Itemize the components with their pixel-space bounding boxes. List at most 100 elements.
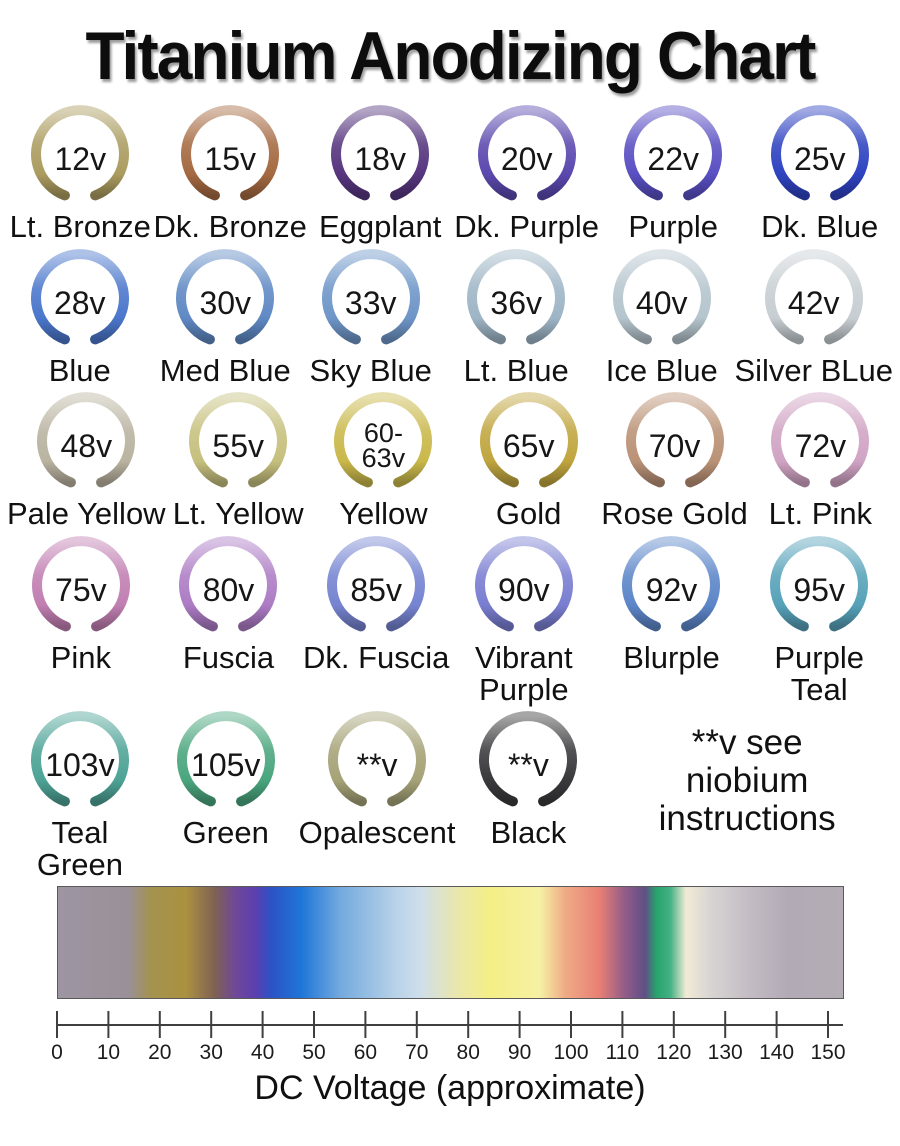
color-name-label: Blue bbox=[49, 355, 111, 387]
ring-cell: 36v Lt. Blue bbox=[443, 246, 589, 387]
color-name-label: Silver BLue bbox=[734, 355, 893, 387]
color-name-label: Med Blue bbox=[160, 355, 291, 387]
spectrum-bar bbox=[57, 886, 844, 1000]
ring-cell: **v Opalescent bbox=[298, 708, 456, 880]
ring-row: 48v Pale Yellow 55v Lt. Yellow 60- 63v Yellow 6… bbox=[7, 389, 893, 530]
ring-cell: **v Black bbox=[455, 708, 601, 880]
anodizing-chart-page: Titanium Anodizing Chart 12v Lt. Bronze 15… bbox=[0, 18, 900, 1146]
color-name-line: Teal bbox=[51, 815, 109, 851]
color-name-line: Dk. Bronze bbox=[153, 209, 307, 245]
voltage-line: 25v bbox=[793, 140, 846, 177]
ring-wrap: 55v bbox=[179, 389, 297, 497]
voltage-label: 42v bbox=[755, 252, 873, 354]
ring-icon bbox=[622, 536, 721, 632]
ring-wrap: 60- 63v bbox=[324, 389, 442, 497]
ring-wrap: 30v bbox=[166, 246, 284, 354]
voltage-label: 92v bbox=[612, 539, 730, 641]
niobium-note-line: **v see bbox=[691, 723, 803, 763]
ring-icon bbox=[625, 392, 724, 488]
ring-icon bbox=[331, 105, 430, 201]
axis-tick-label: 40 bbox=[251, 1041, 274, 1063]
ring-cell: 40v Ice Blue bbox=[589, 246, 734, 387]
color-name-label: Black bbox=[491, 817, 567, 849]
color-name-label: Rose Gold bbox=[601, 498, 747, 530]
ring-icon bbox=[771, 392, 870, 488]
ring-wrap: 36v bbox=[457, 246, 575, 354]
color-name-line: Med Blue bbox=[159, 352, 291, 388]
ring-wrap: 92v bbox=[612, 533, 730, 641]
axis-tick-label: 60 bbox=[354, 1041, 377, 1063]
color-name-line: Lt. Bronze bbox=[9, 209, 151, 245]
voltage-line: 15v bbox=[204, 140, 256, 177]
voltage-line: 30v bbox=[199, 284, 252, 321]
color-name-line: Teal bbox=[790, 671, 848, 707]
niobium-note: **v see niobium instructions bbox=[601, 724, 893, 837]
voltage-label: 85v bbox=[317, 539, 435, 641]
ring-wrap: 18v bbox=[321, 102, 439, 210]
ring-wrap: 95v bbox=[760, 533, 878, 641]
ring-cell: 12v Lt. Bronze bbox=[7, 102, 154, 243]
ring-wrap: 15v bbox=[171, 102, 289, 210]
voltage-label: 90v bbox=[465, 539, 583, 641]
ring-cell: 103v Teal Green bbox=[7, 708, 153, 880]
ring-icon bbox=[479, 392, 578, 488]
voltage-label: 70v bbox=[616, 395, 734, 497]
ring-wrap: 22v bbox=[614, 102, 732, 210]
voltage-line: 75v bbox=[55, 571, 107, 608]
color-name-line: Sky Blue bbox=[309, 352, 432, 388]
voltage-line: 105v bbox=[191, 747, 261, 783]
voltage-line: 70v bbox=[648, 428, 701, 465]
voltage-label: 95v bbox=[760, 539, 878, 641]
voltage-axis-title: DC Voltage (approximate) bbox=[254, 1069, 646, 1108]
voltage-label: 75v bbox=[22, 539, 140, 641]
voltage-line: 103v bbox=[45, 747, 115, 783]
ring-wrap: 28v bbox=[21, 246, 139, 354]
ring-wrap: 103v bbox=[21, 708, 139, 816]
niobium-note-line: niobium bbox=[685, 761, 809, 800]
color-name-line: Purple bbox=[479, 671, 569, 707]
color-name-line: Lt. Blue bbox=[463, 352, 569, 388]
ring-wrap: 40v bbox=[603, 246, 721, 354]
voltage-label: 20v bbox=[468, 108, 586, 210]
ring-wrap: 65v bbox=[470, 389, 588, 497]
voltage-line: 36v bbox=[490, 284, 543, 321]
ring-wrap: 33v bbox=[312, 246, 430, 354]
ring-icon bbox=[176, 711, 275, 807]
ring-cell: 30v Med Blue bbox=[152, 246, 298, 387]
voltage-line: 92v bbox=[645, 571, 698, 608]
axis-tick-label: 10 bbox=[97, 1041, 120, 1063]
color-name-label: Dk. Bronze bbox=[154, 211, 307, 243]
ring-wrap: **v bbox=[469, 708, 587, 816]
ring-icon bbox=[334, 392, 433, 488]
color-name-label: Fuscia bbox=[183, 642, 274, 674]
ring-icon bbox=[328, 711, 427, 807]
voltage-line: 12v bbox=[54, 140, 107, 177]
ring-icon bbox=[37, 392, 136, 488]
color-name-line: Rose Gold bbox=[601, 496, 748, 532]
voltage-label: 25v bbox=[761, 108, 879, 210]
axis-tick-label: 120 bbox=[656, 1041, 691, 1063]
voltage-label: 60- 63v bbox=[324, 395, 442, 497]
voltage-axis: 0 10 20 30 40 50 60 70 80 90 100 110 120 130 140 150 bbox=[51, 1011, 846, 1063]
niobium-note-line: instructions bbox=[658, 798, 836, 838]
ring-cell: 60- 63v Yellow bbox=[311, 389, 456, 530]
ring-cell: 65v Gold bbox=[456, 389, 601, 530]
color-name-label: Gold bbox=[496, 498, 561, 530]
ring-icon bbox=[31, 536, 130, 632]
ring-wrap: 48v bbox=[27, 389, 145, 497]
voltage-label: 103v bbox=[21, 714, 139, 816]
color-name-line: Vibrant bbox=[474, 639, 573, 675]
axis-tick-label: 50 bbox=[302, 1041, 325, 1063]
ring-cell: 105v Green bbox=[153, 708, 299, 880]
ring-icon bbox=[176, 248, 275, 345]
color-name-label: Ice Blue bbox=[606, 355, 718, 387]
axis-tick-label: 150 bbox=[810, 1041, 845, 1063]
ring-icon bbox=[770, 105, 869, 201]
voltage-label: 48v bbox=[27, 395, 145, 497]
color-name-line: Blurple bbox=[623, 639, 720, 675]
color-name-label: Lt. Blue bbox=[464, 355, 569, 387]
color-name-line: Dk. Purple bbox=[454, 209, 600, 245]
color-name-line: Opalescent bbox=[298, 815, 456, 851]
axis-tick-label: 20 bbox=[148, 1041, 171, 1063]
axis-tick-label: 80 bbox=[457, 1041, 480, 1063]
